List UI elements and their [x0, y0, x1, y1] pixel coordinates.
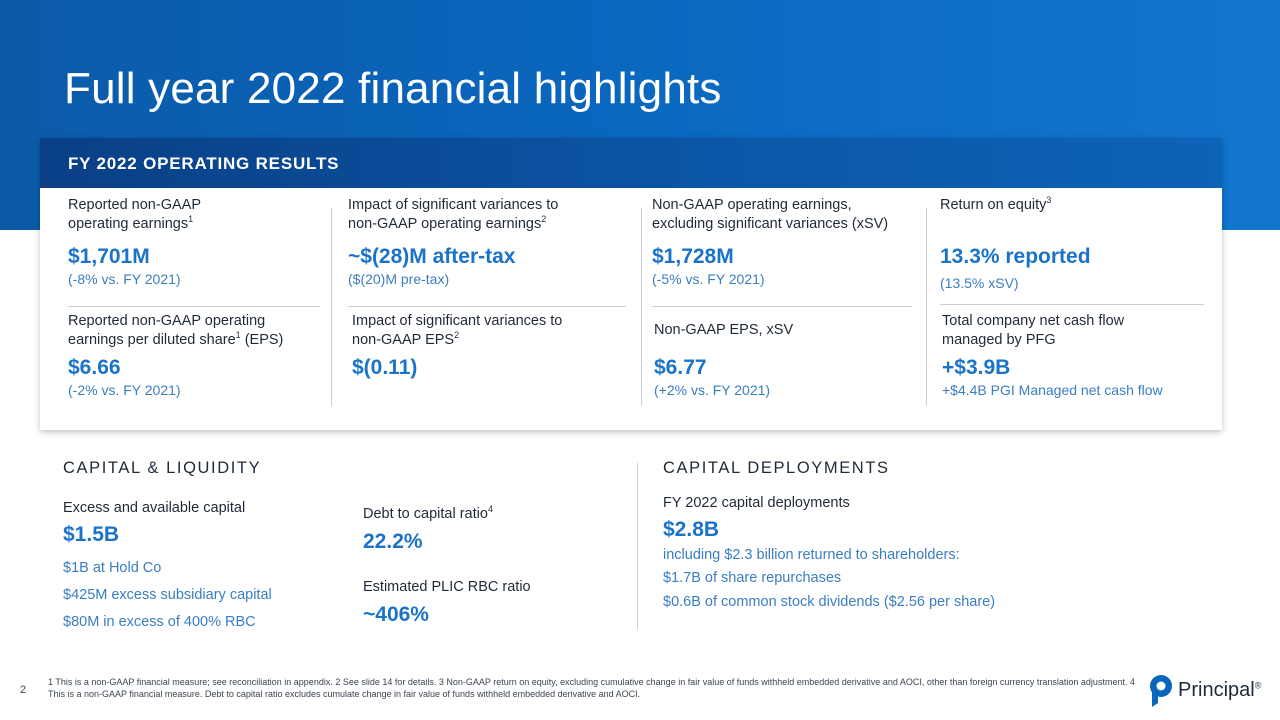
excess-detail: $425M excess subsidiary capital: [63, 587, 272, 603]
metric-label: Non-GAAP EPS, xSV: [654, 322, 794, 338]
metric-eps-xsv: Non-GAAP EPS, xSV $6.77 (+2% vs. FY 2021…: [654, 321, 914, 399]
metric-label: Impact of significant variances to: [348, 197, 559, 213]
excess-detail: $1B at Hold Co: [63, 560, 162, 576]
metric-sub: ($(20)M pre-tax): [348, 271, 450, 287]
metric-value: $1,701M: [68, 245, 150, 268]
excess-capital-label: Excess and available capital: [63, 500, 246, 516]
metric-label: non-GAAP operating earnings2: [348, 214, 547, 232]
capital-liquidity-title: CAPITAL & LIQUIDITY: [63, 459, 262, 477]
metric-value: $6.66: [68, 356, 121, 379]
metric-value: ~$(28)M after-tax: [348, 245, 516, 268]
rbc-ratio-value: ~406%: [363, 603, 429, 626]
operating-results-header: FY 2022 OPERATING RESULTS: [40, 138, 1222, 188]
metric-label: managed by PFG: [942, 332, 1056, 348]
metric-value: $6.77: [654, 356, 707, 379]
metric-sub: (13.5% xSV): [940, 275, 1019, 291]
metric-sub: +$4.4B PGI Managed net cash flow: [942, 382, 1163, 398]
page-title: Full year 2022 financial highlights: [64, 64, 722, 113]
principal-logo: Principal®: [1148, 673, 1263, 709]
metric-net-cash-flow: Total company net cash flow managed by P…: [942, 312, 1217, 399]
divider: [348, 306, 626, 307]
metric-eps-variances: Impact of significant variances to non-G…: [352, 312, 632, 381]
metric-label: Return on equity3: [940, 195, 1052, 213]
deployments-detail: $1.7B of share repurchases: [663, 570, 842, 586]
rbc-ratio-label: Estimated PLIC RBC ratio: [363, 579, 531, 595]
metric-label: operating earnings1: [68, 214, 194, 232]
metric-label: excluding significant variances (xSV): [652, 216, 889, 232]
metric-label: earnings per diluted share1 (EPS): [68, 330, 284, 348]
metric-label: non-GAAP EPS2: [352, 330, 460, 348]
metric-label: Non-GAAP operating earnings,: [652, 197, 852, 213]
capital-deployments-title: CAPITAL DEPLOYMENTS: [663, 459, 890, 477]
principal-logo-text: Principal®: [1178, 679, 1262, 701]
metric-label: Reported non-GAAP operating: [68, 313, 266, 329]
divider: [940, 304, 1204, 305]
excess-capital-value: $1.5B: [63, 523, 120, 546]
metric-sub: (-2% vs. FY 2021): [68, 382, 181, 398]
divider: [68, 306, 320, 307]
principal-logo-icon: [1150, 675, 1172, 707]
metric-label: Total company net cash flow: [942, 313, 1125, 329]
metric-sub: (-8% vs. FY 2021): [68, 271, 181, 287]
page-number: 2: [20, 684, 27, 696]
metric-value: 13.3% reported: [940, 245, 1091, 268]
metric-reported-operating-earnings: Reported non-GAAP operating earnings1 $1…: [68, 196, 328, 288]
divider: [926, 208, 927, 406]
metric-sub: (+2% vs. FY 2021): [654, 382, 771, 398]
section-divider: [637, 463, 638, 629]
metric-value: +$3.9B: [942, 356, 1011, 379]
divider: [652, 306, 912, 307]
divider: [331, 208, 332, 406]
metric-significant-variances: Impact of significant variances to non-G…: [348, 196, 628, 288]
deployments-label: FY 2022 capital deployments: [663, 495, 850, 511]
deployments-detail: $0.6B of common stock dividends ($2.56 p…: [663, 594, 996, 610]
metric-label: Reported non-GAAP: [68, 197, 201, 213]
debt-ratio-label: Debt to capital ratio4: [363, 504, 493, 522]
deployments-detail: including $2.3 billion returned to share…: [663, 547, 960, 563]
operating-results-title: FY 2022 OPERATING RESULTS: [68, 154, 340, 173]
metric-value: $1,728M: [652, 245, 734, 268]
divider: [641, 208, 642, 406]
metric-label: Impact of significant variances to: [352, 313, 563, 329]
excess-detail: $80M in excess of 400% RBC: [63, 614, 256, 630]
operating-results-card: FY 2022 OPERATING RESULTS Reported non-G…: [40, 138, 1222, 430]
metric-return-on-equity: Return on equity3 13.3% reported (13.5% …: [940, 196, 1210, 292]
metric-operating-earnings-xsv: Non-GAAP operating earnings, excluding s…: [652, 196, 942, 288]
metric-sub: (-5% vs. FY 2021): [652, 271, 765, 287]
metric-value: $(0.11): [352, 356, 418, 379]
metric-eps: Reported non-GAAP operating earnings per…: [68, 312, 328, 399]
footnote: 1 This is a non-GAAP financial measure; …: [48, 677, 1135, 699]
deployments-value: $2.8B: [663, 518, 720, 541]
debt-ratio-value: 22.2%: [363, 530, 423, 553]
